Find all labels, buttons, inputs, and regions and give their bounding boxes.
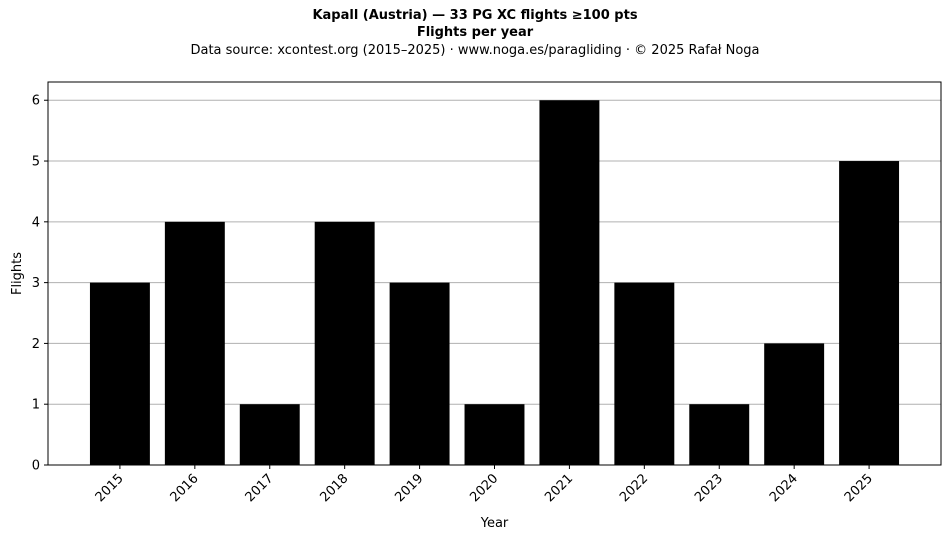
x-tick-label: 2023 <box>692 471 726 505</box>
x-tick-label: 2022 <box>617 471 651 505</box>
bar-2025 <box>839 161 900 466</box>
x-axis: 2015 2016 2017 2018 2019 2020 2021 2022 2023 2024… <box>93 465 876 505</box>
y-tick-label: 4 <box>32 215 40 230</box>
x-tick-label: 2025 <box>842 471 876 505</box>
bar-2017 <box>239 404 300 465</box>
chart-title: Kapall (Austria) — 33 PG XC flights ≥100… <box>312 8 638 23</box>
y-tick-label: 6 <box>32 94 40 109</box>
bar-2016 <box>164 221 225 465</box>
bar-2021 <box>539 100 600 465</box>
y-tick-label: 5 <box>32 155 40 170</box>
bars <box>89 100 900 466</box>
x-axis-label: Year <box>480 516 509 531</box>
bar-2020 <box>464 404 525 465</box>
data-source-note: Data source: xcontest.org (2015–2025) · … <box>190 43 760 58</box>
bar-2015 <box>89 282 150 465</box>
chart-subtitle: Flights per year <box>416 25 534 40</box>
x-tick-label: 2021 <box>542 471 576 505</box>
bar-2023 <box>689 404 750 465</box>
x-tick-label: 2017 <box>243 471 277 505</box>
bar-2019 <box>389 282 450 465</box>
x-tick-label: 2024 <box>767 471 801 505</box>
y-tick-label: 3 <box>32 276 40 291</box>
x-tick-label: 2019 <box>392 471 426 505</box>
plot-frame <box>47 81 942 466</box>
x-tick-label: 2020 <box>467 471 501 505</box>
y-tick-label: 0 <box>32 459 40 474</box>
y-axis: 0 1 2 3 4 5 6 <box>32 94 48 474</box>
bar-2022 <box>614 282 675 465</box>
bar-2024 <box>764 343 825 465</box>
bar-2018 <box>314 221 375 465</box>
y-tick-label: 1 <box>32 398 40 413</box>
y-axis-label: Flights <box>10 252 25 295</box>
y-tick-label: 2 <box>32 337 40 352</box>
x-tick-label: 2015 <box>93 471 127 505</box>
x-tick-label: 2016 <box>168 471 202 505</box>
x-tick-label: 2018 <box>317 471 351 505</box>
